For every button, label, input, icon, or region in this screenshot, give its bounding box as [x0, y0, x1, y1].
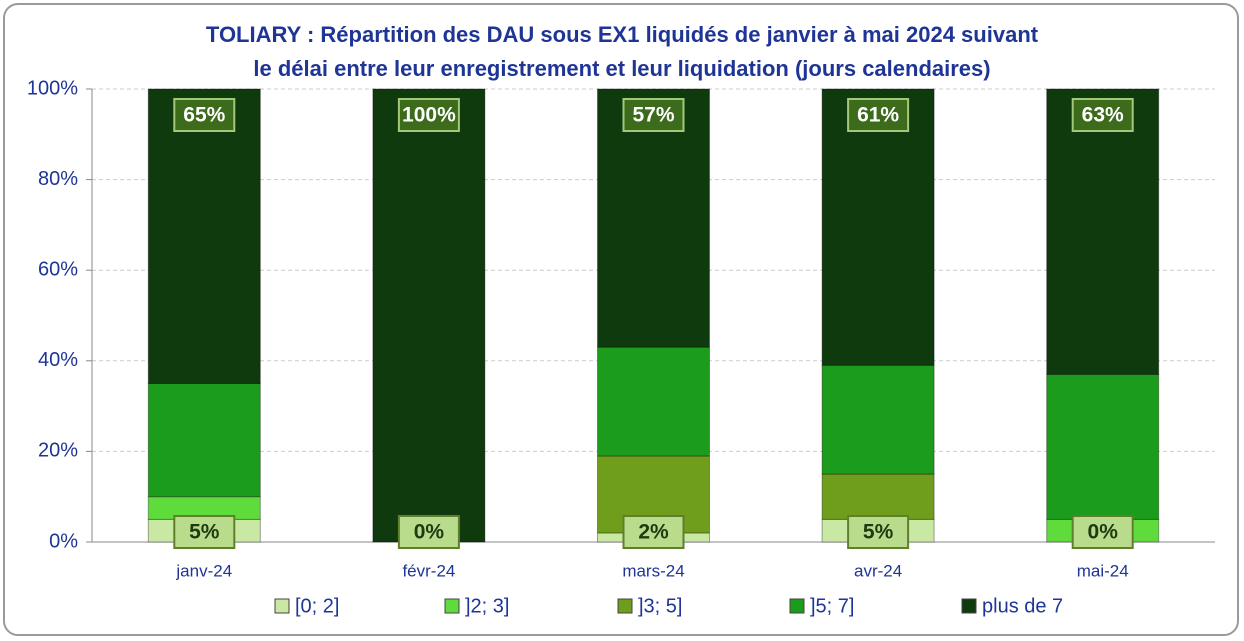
y-tick-label: 60%: [38, 258, 78, 280]
chart-title: le délai entre leur enregistrement et le…: [253, 56, 990, 81]
legend-marker: [444, 598, 460, 614]
data-label: 0%: [414, 521, 445, 544]
legend-label: [0; 2]: [295, 595, 339, 617]
y-tick-label: 0%: [49, 530, 78, 552]
bar-segment: [821, 364, 935, 475]
data-label: 57%: [632, 104, 674, 127]
data-label-box: [622, 515, 685, 549]
data-label-box: [397, 98, 460, 132]
data-label: 63%: [1082, 104, 1124, 127]
data-label: 5%: [863, 521, 894, 544]
data-label-box: [1071, 98, 1134, 132]
legend-label: ]5; 7]: [810, 595, 854, 617]
bar-segment: [821, 473, 935, 520]
bar-segment: [372, 88, 486, 543]
legend-marker: [274, 598, 290, 614]
data-label-box: [173, 98, 236, 132]
legend-label: ]3; 5]: [638, 595, 682, 617]
data-label-box: [847, 98, 910, 132]
data-label: 61%: [857, 104, 899, 127]
data-label: 2%: [638, 521, 669, 544]
data-label-box: [1071, 515, 1134, 549]
bar-segment: [1046, 373, 1160, 520]
y-tick-label: 40%: [38, 349, 78, 371]
y-tick-label: 80%: [38, 168, 78, 190]
data-label: 5%: [189, 521, 220, 544]
data-label-box: [173, 515, 236, 549]
x-tick-label: avr-24: [854, 561, 902, 580]
data-label-box: [847, 515, 910, 549]
y-tick-label: 100%: [27, 77, 78, 99]
x-tick-label: mars-24: [622, 561, 684, 580]
x-tick-label: janv-24: [175, 561, 232, 580]
legend-marker: [789, 598, 805, 614]
data-label: 100%: [402, 104, 456, 127]
bar-segment: [597, 88, 710, 348]
y-tick-label: 20%: [38, 440, 78, 462]
legend-label: plus de 7: [982, 595, 1063, 617]
data-label: 0%: [1088, 521, 1119, 544]
x-tick-label: mai-24: [1077, 561, 1129, 580]
legend-label: ]2; 3]: [465, 595, 509, 617]
x-tick-label: févr-24: [402, 561, 455, 580]
bar-segment: [1046, 88, 1160, 375]
data-label: 65%: [183, 104, 225, 127]
bar-segment: [147, 382, 261, 498]
bar-segment: [147, 88, 261, 384]
legend-marker: [617, 598, 633, 614]
data-label-box: [622, 98, 685, 132]
legend-marker: [961, 598, 977, 614]
data-label-box: [397, 515, 460, 549]
bar-segment: [597, 346, 710, 457]
chart-title: TOLIARY : Répartition des DAU sous EX1 l…: [206, 22, 1039, 47]
bar-segment: [821, 88, 935, 366]
